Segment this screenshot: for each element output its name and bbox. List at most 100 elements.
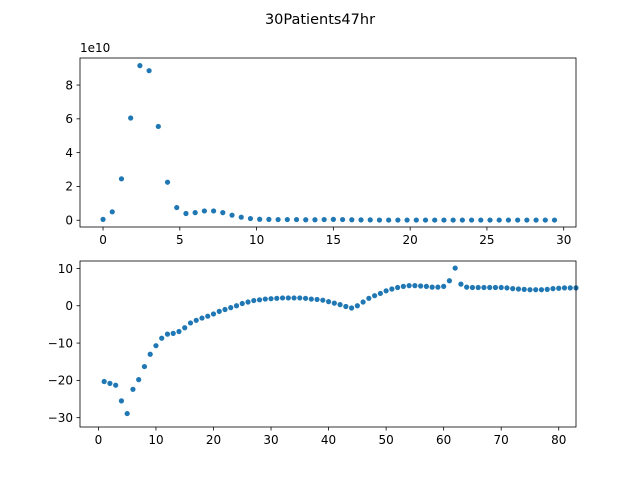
- data-point: [293, 216, 300, 223]
- data-point: [481, 284, 487, 291]
- x-tick-label: 20: [206, 433, 221, 447]
- data-point: [291, 295, 297, 301]
- data-point: [458, 281, 464, 287]
- data-point: [389, 286, 395, 292]
- top-plot-frame: [79, 57, 577, 228]
- y-tick-label: −20: [48, 374, 73, 388]
- bottom-plot-x-ticks: 0 10 20 30 40 50 60 70 80: [95, 427, 566, 447]
- data-point: [515, 286, 522, 292]
- data-point: [216, 308, 222, 314]
- x-tick-label: 10: [148, 433, 163, 447]
- data-point: [524, 217, 530, 223]
- x-tick-label: 15: [326, 233, 341, 247]
- data-point: [366, 295, 372, 301]
- data-point: [302, 295, 309, 301]
- data-point: [510, 286, 516, 292]
- x-tick-label: 80: [551, 433, 566, 447]
- data-point: [496, 217, 502, 223]
- data-point: [182, 325, 188, 331]
- data-point: [136, 377, 142, 383]
- data-point: [441, 217, 447, 223]
- top-plot-y-ticks: 0 2 4 6 8: [65, 78, 80, 228]
- data-point: [201, 208, 207, 214]
- data-point: [418, 283, 424, 289]
- data-point: [429, 284, 435, 290]
- data-point: [464, 284, 470, 290]
- data-point: [257, 216, 263, 222]
- data-point: [193, 317, 199, 323]
- data-point: [487, 217, 493, 223]
- data-point: [349, 217, 355, 223]
- data-point: [556, 285, 562, 291]
- y-tick-label: 0: [65, 214, 73, 228]
- data-point: [515, 217, 521, 223]
- data-point: [147, 351, 153, 357]
- data-point: [542, 217, 548, 223]
- x-tick-label: 5: [176, 233, 184, 247]
- data-point: [159, 335, 165, 341]
- data-point: [274, 295, 280, 301]
- data-point: [330, 216, 336, 222]
- data-point: [459, 217, 465, 223]
- data-point: [337, 302, 343, 308]
- data-point: [538, 287, 545, 293]
- y-tick-label: 10: [58, 262, 73, 276]
- data-point: [348, 305, 355, 311]
- data-point: [279, 295, 286, 301]
- data-point: [183, 210, 189, 217]
- y-tick-label: 4: [65, 146, 73, 160]
- x-tick-label: 25: [479, 233, 494, 247]
- data-point: [321, 216, 327, 223]
- data-point: [113, 382, 119, 388]
- data-point: [475, 284, 481, 291]
- data-point: [308, 296, 314, 302]
- data-point: [468, 217, 475, 223]
- data-point: [100, 216, 106, 222]
- x-tick-label: 60: [436, 433, 451, 447]
- data-point: [450, 217, 456, 223]
- data-point: [210, 311, 217, 317]
- data-point: [422, 217, 429, 223]
- data-point: [521, 286, 527, 292]
- y-tick-label: 2: [65, 180, 73, 194]
- data-point: [285, 295, 291, 301]
- data-point: [137, 63, 143, 69]
- data-point: [343, 303, 349, 310]
- data-point: [192, 210, 198, 216]
- data-point: [155, 123, 161, 130]
- data-point: [187, 320, 194, 326]
- data-point: [211, 208, 217, 214]
- data-point: [174, 204, 180, 211]
- data-point: [220, 210, 226, 216]
- data-point: [367, 217, 373, 223]
- data-point: [251, 297, 257, 304]
- x-tick-label: 0: [95, 433, 103, 447]
- data-point: [533, 217, 539, 223]
- data-point: [446, 278, 453, 284]
- data-point: [239, 300, 245, 307]
- data-point: [360, 299, 366, 305]
- data-point: [527, 287, 533, 293]
- data-point: [533, 287, 539, 293]
- data-point: [176, 328, 182, 335]
- data-point: [130, 386, 136, 392]
- data-point: [275, 216, 281, 223]
- data-point: [229, 212, 235, 218]
- data-point: [395, 284, 401, 291]
- data-point: [452, 265, 458, 271]
- bottom-plot-y-ticks: 10 0 −10 −20 −30: [48, 262, 80, 425]
- top-plot-x-ticks: 0 5 10 15 20 25 30: [99, 227, 571, 247]
- data-point: [551, 217, 558, 223]
- y-tick-label: −10: [48, 336, 73, 350]
- data-point: [164, 331, 171, 337]
- bottom-plot-points: [101, 265, 579, 417]
- data-point: [492, 284, 499, 291]
- x-tick-label: 30: [263, 433, 278, 447]
- data-point: [170, 330, 176, 336]
- data-point: [395, 217, 401, 223]
- x-tick-label: 50: [378, 433, 393, 447]
- top-scatter-plot: 0 5 10 15 20 25 30 0 2 4 6 8 1e10: [65, 41, 577, 247]
- data-point: [233, 303, 240, 309]
- data-point: [504, 285, 510, 291]
